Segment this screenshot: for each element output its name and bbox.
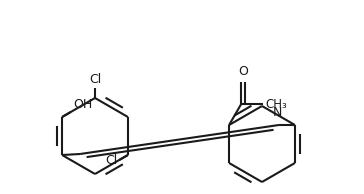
Text: CH₃: CH₃ (265, 98, 287, 111)
Text: N: N (273, 107, 282, 120)
Text: Cl: Cl (89, 73, 101, 86)
Text: O: O (238, 65, 248, 78)
Text: OH: OH (73, 98, 92, 111)
Text: Cl: Cl (105, 153, 117, 166)
